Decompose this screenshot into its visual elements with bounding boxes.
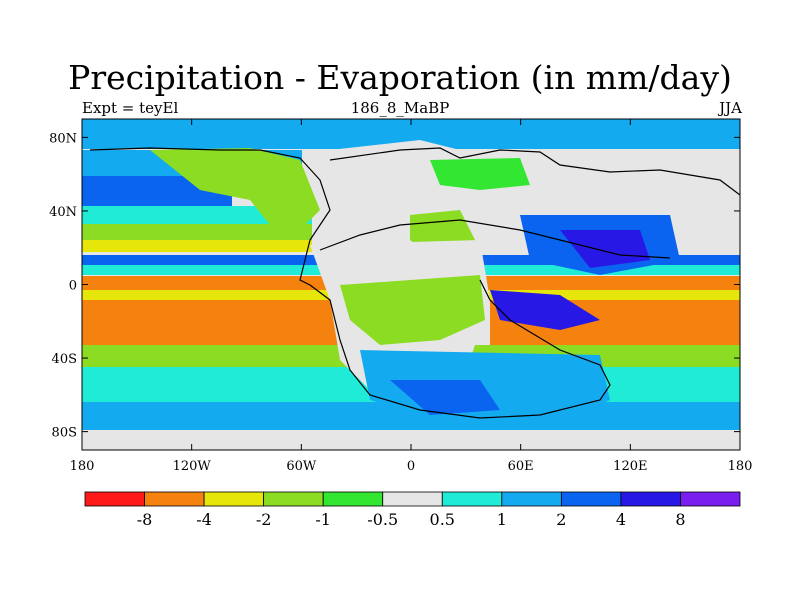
north-pacific-dryer-band bbox=[82, 240, 312, 252]
tethys-north-coast bbox=[319, 219, 671, 259]
colorbar-swatch bbox=[144, 491, 205, 507]
latitude-axis: 80N 40N 0 40S 80S bbox=[49, 131, 740, 441]
colorbar-swatch bbox=[560, 491, 622, 507]
north-america-landmass bbox=[150, 148, 320, 230]
lon-tick-label: 180 bbox=[728, 459, 753, 474]
experiment-label: Expt = teyEl bbox=[82, 99, 179, 117]
colorbar-label: 0.5 bbox=[430, 510, 455, 529]
colorbar-label: 4 bbox=[616, 510, 626, 529]
antarctic-band bbox=[82, 430, 740, 450]
lat-tick-label: 80S bbox=[52, 426, 77, 441]
colorbar-label: -0.5 bbox=[367, 510, 398, 529]
chart-title: Precipitation - Evaporation (in mm/day) bbox=[68, 58, 732, 97]
map-field bbox=[82, 119, 740, 450]
lon-tick-label: 60W bbox=[286, 459, 317, 474]
colorbar-label: 1 bbox=[497, 510, 507, 529]
subtropic-north-band bbox=[82, 206, 312, 224]
lon-tick-label: 120W bbox=[173, 459, 212, 474]
laurasia-west-coast bbox=[89, 147, 331, 286]
colorbar-swatch bbox=[322, 491, 384, 507]
colorbar-swatch bbox=[680, 491, 741, 507]
season-label: JJA bbox=[719, 99, 742, 117]
lat-tick-label: 0 bbox=[69, 279, 77, 294]
lat-tick-label: 80N bbox=[49, 131, 77, 146]
colorbar-label: -4 bbox=[196, 510, 212, 529]
colorbar-label: -2 bbox=[256, 510, 272, 529]
colorbar-swatch bbox=[263, 491, 324, 507]
colorbar-label: 2 bbox=[556, 510, 566, 529]
longitude-axis: 180 120W 60W 0 60E 120E 180 bbox=[70, 119, 753, 474]
colorbar-swatch bbox=[84, 491, 145, 507]
colorbar-label: 8 bbox=[675, 510, 685, 529]
coastlines bbox=[89, 147, 740, 419]
gondwana-coast bbox=[309, 279, 611, 419]
lon-tick-label: 180 bbox=[70, 459, 95, 474]
lon-tick-label: 120E bbox=[613, 459, 647, 474]
lat-tick-label: 40S bbox=[52, 352, 77, 367]
antarctic-gondwana-wetter bbox=[390, 380, 500, 415]
colorbar-swatch bbox=[501, 491, 562, 507]
lon-tick-label: 0 bbox=[407, 459, 415, 474]
lat-tick-label: 40N bbox=[49, 205, 77, 220]
laurasia-north-coast bbox=[329, 147, 740, 196]
gondwana-dry-patch bbox=[340, 275, 485, 345]
period-label: 186_8_MaBP bbox=[350, 99, 450, 117]
south-asia-heavy-rain bbox=[560, 230, 650, 268]
colorbar-label: -8 bbox=[137, 510, 153, 529]
colorbar-label: -1 bbox=[315, 510, 331, 529]
colorbar-swatch bbox=[441, 491, 503, 507]
eurasia-wet-patch bbox=[430, 158, 530, 190]
colorbar: -8 -4 -2 -1 -0.5 0.5 1 2 4 8 bbox=[84, 491, 741, 529]
south-pacific-dry-zone bbox=[82, 300, 342, 345]
colorbar-swatch bbox=[620, 491, 681, 507]
colorbar-swatch bbox=[203, 491, 265, 507]
tethys-heavy-rain bbox=[490, 290, 600, 330]
colorbar-swatch bbox=[382, 491, 443, 507]
lon-tick-label: 60E bbox=[508, 459, 534, 474]
